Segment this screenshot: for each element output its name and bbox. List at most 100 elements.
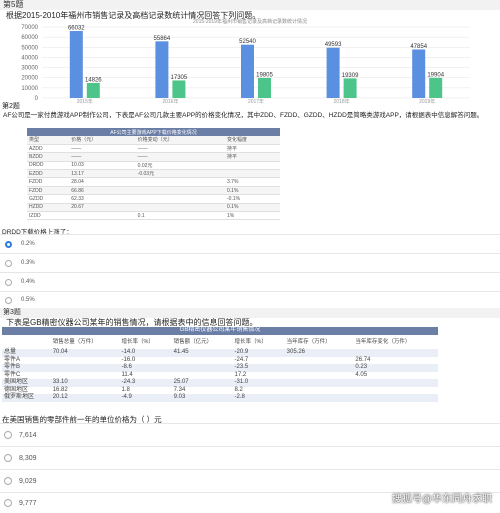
table-cell: GZDD <box>27 194 70 204</box>
table-cell <box>285 372 354 380</box>
table-cell: 0.1% <box>225 186 280 196</box>
y-tick-label: 20000 <box>21 76 38 82</box>
bar-value-label: 66032 <box>68 26 85 32</box>
table-cell: -31.0 <box>232 379 285 387</box>
question-5-header: 第5题 <box>0 0 500 10</box>
table-cell: HZDD <box>27 203 70 213</box>
table-cell: 41.45 <box>171 349 233 357</box>
option-d[interactable]: 0.5% <box>0 291 500 308</box>
table-cell: -20.9 <box>232 349 285 357</box>
table-cell <box>51 372 120 380</box>
table-cell: 1.8 <box>121 386 130 393</box>
option-a[interactable]: 0.2% <box>0 234 500 253</box>
x-tick-label: 2017年 <box>248 98 264 104</box>
table-cell <box>284 394 354 402</box>
chart-x-axis: 2015年 2016年 2017年 2018年 2019年 <box>77 98 436 104</box>
table-cell: FZDD <box>27 186 70 196</box>
option-d[interactable]: 9,777 <box>0 492 500 513</box>
table-row: 零件B -8.6 -23.5 0.23 <box>2 364 438 372</box>
table-cell: -24.3 <box>119 379 172 387</box>
table-cell: AZDD <box>27 144 70 154</box>
table-cell <box>172 372 233 380</box>
y-tick-label: 10000 <box>21 86 38 92</box>
y-tick-label: 40000 <box>21 55 38 61</box>
column-header: 价格（元） <box>69 136 136 145</box>
table-cell <box>171 364 233 372</box>
table-cell: 0.1 <box>135 211 225 221</box>
y-tick-label: 0 <box>35 96 39 102</box>
column-header: 增长率（%） <box>119 335 172 349</box>
option-c[interactable]: 0.4% <box>0 272 500 291</box>
column-header: 变化幅度 <box>225 136 280 145</box>
table-title: GB精密仪器公司某年销售情况 <box>2 327 438 335</box>
table-cell <box>135 194 225 204</box>
x-tick-label: 2016年 <box>162 98 178 104</box>
radio-icon[interactable] <box>5 278 12 286</box>
option-label: 0.3% <box>21 260 35 266</box>
radio-icon[interactable] <box>4 499 12 507</box>
table-cell: 德国地区 <box>4 386 29 393</box>
chart-data-labels: 66032 14826 55864 17305 52540 19805 49593 19309… <box>68 26 445 84</box>
radio-icon[interactable] <box>5 259 12 267</box>
table-cell: -23.5 <box>232 364 285 372</box>
table-cell: 13.17 <box>69 169 136 179</box>
table-cell: 17.2 <box>234 371 247 378</box>
table-cell: 20.67 <box>69 203 136 213</box>
table-row: FZDD 66.86 0.1% <box>27 186 280 196</box>
table-cell <box>51 357 120 365</box>
app-price-table: AF公司主要游戏APP下载价格变化情况 类型 价格（元） 价格变动（元） 变化幅… <box>27 128 280 221</box>
x-tick-label: 2019年 <box>419 98 435 104</box>
table-cell: BZDD <box>27 152 70 162</box>
table-cell: 持平 <box>225 144 280 154</box>
question-3-text: 下表是GB精密仪器公司某年的销售情况，请根据表中的信息回答问题。 <box>6 318 258 327</box>
bar-value-label: 47854 <box>410 44 427 50</box>
table-cell <box>172 357 233 365</box>
table-cell: 9.03 <box>171 394 233 402</box>
table-cell: EZDD <box>27 169 70 179</box>
table-cell: IZDD <box>27 211 70 221</box>
table-row: 美国地区 33.10 -24.3 25.07 -31.0 <box>2 379 438 387</box>
option-label: 7,614 <box>19 431 37 439</box>
table-cell <box>69 211 136 221</box>
column-header: 价格变动（元） <box>135 136 225 145</box>
table-cell: 零件C <box>4 371 21 378</box>
column-header: 当年库存（万件） <box>284 335 354 349</box>
chart-y-axis: 0 10000 20000 30000 40000 50000 60000 70000 <box>21 25 38 102</box>
question-3-header: 第3题 <box>0 308 500 318</box>
radio-icon[interactable] <box>4 477 12 485</box>
option-a[interactable]: 7,614 <box>0 423 500 446</box>
bar-series-2 <box>258 77 271 98</box>
table-row: 零件A -16.0 -24.7 26.74 <box>2 357 438 365</box>
table-cell: 总量 <box>2 349 51 357</box>
radio-icon[interactable] <box>4 431 12 439</box>
y-tick-label: 70000 <box>21 25 38 31</box>
option-label: 0.5% <box>21 297 35 303</box>
option-b[interactable]: 8,309 <box>0 446 500 469</box>
table-cell: 25.07 <box>171 379 233 387</box>
option-c[interactable]: 9,029 <box>0 469 500 492</box>
table-cell: 7.34 <box>173 386 186 393</box>
table-row: 俄罗斯地区 20.12 -4.9 9.03 -2.8 <box>2 394 438 402</box>
table-cell: —— <box>135 144 225 154</box>
question-2-description: AF公司是一家付费游戏APP制作公司，下表是AF公司几款主要APP的价格变化情况… <box>3 112 484 119</box>
radio-selected-icon[interactable] <box>5 240 12 248</box>
y-tick-label: 30000 <box>21 66 38 72</box>
table-cell: 0.1% <box>225 203 280 213</box>
bar-value-label: 52540 <box>239 39 256 45</box>
question-2-label: 第2题 <box>2 103 20 110</box>
watermark: 搜狐号@华东同舟求职 <box>391 494 492 505</box>
table-cell: 8.2 <box>234 386 243 393</box>
option-label: 9,029 <box>19 477 37 485</box>
table-row: BZDD —— —— 持平 <box>27 152 280 162</box>
bar-value-label: 19309 <box>342 73 359 79</box>
table-cell <box>353 394 438 402</box>
option-b[interactable]: 0.3% <box>0 253 500 272</box>
table-cell: -16.0 <box>121 356 136 363</box>
table-cell: 26.74 <box>355 356 371 363</box>
radio-icon[interactable] <box>4 454 12 462</box>
table-cell: 4.05 <box>355 371 368 378</box>
table-cell: 20.12 <box>50 394 120 402</box>
radio-icon[interactable] <box>5 296 12 304</box>
table-cell <box>135 186 225 196</box>
chart-bars <box>69 31 443 98</box>
